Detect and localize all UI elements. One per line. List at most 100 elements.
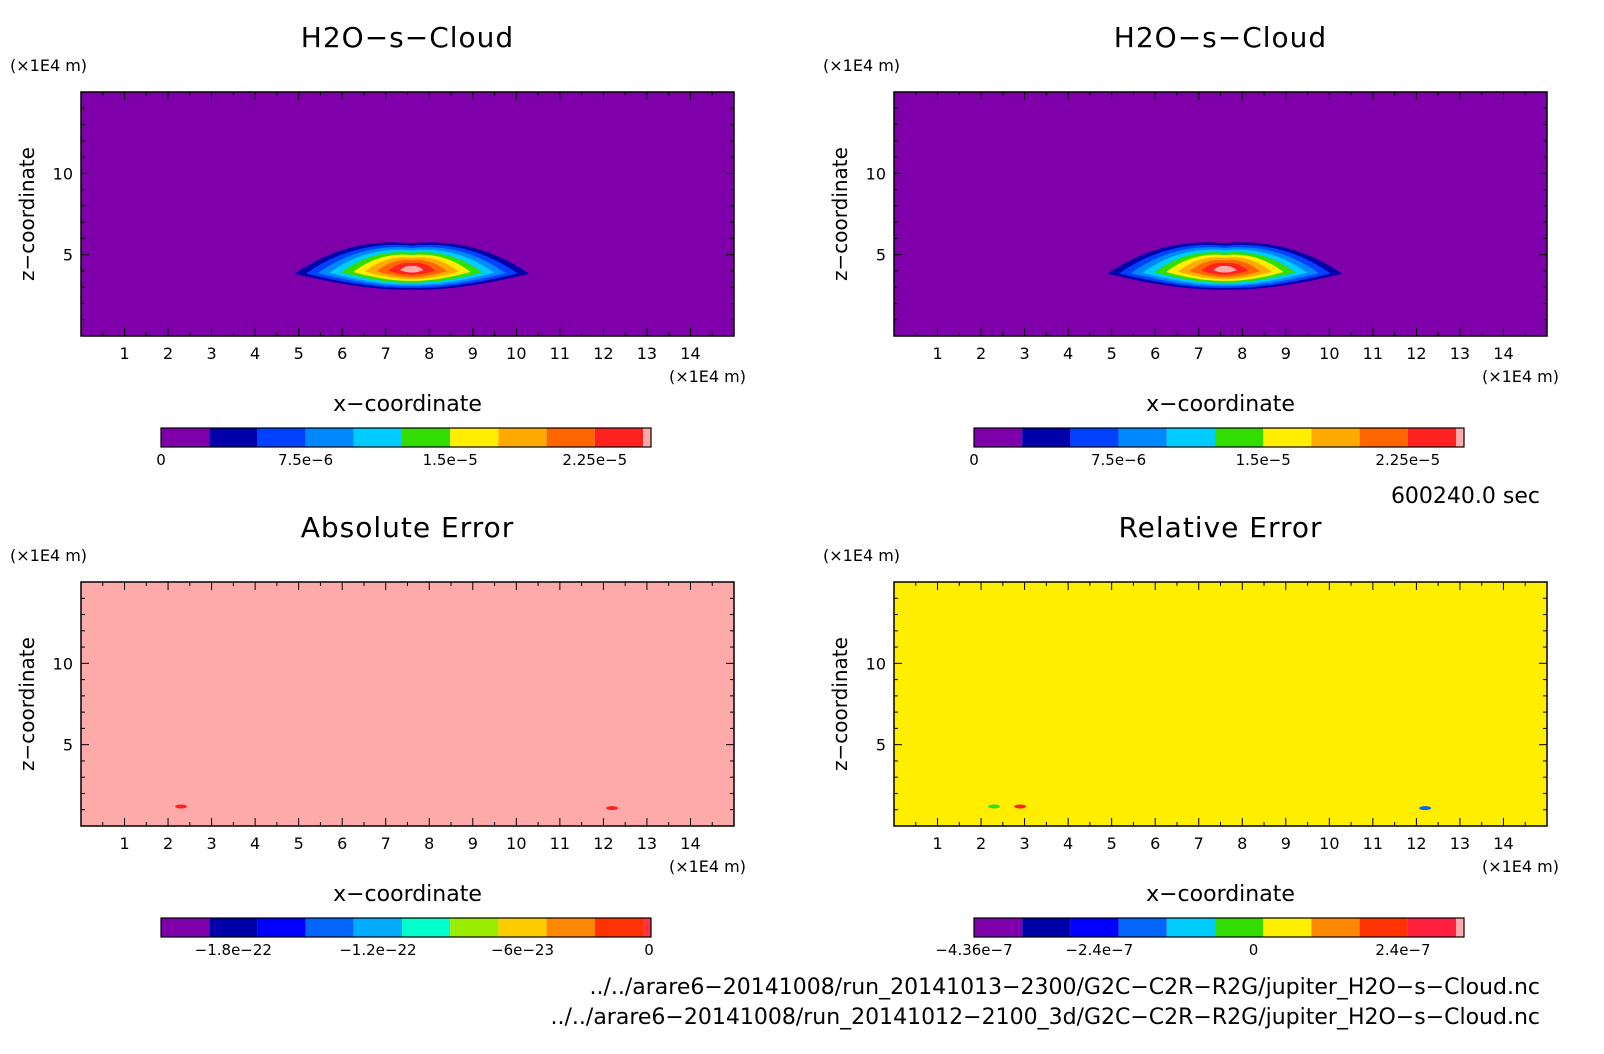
colorbar-tick-label: 2.25e−5 — [562, 451, 627, 469]
colorbar-tick-label: 1.5e−5 — [1236, 451, 1291, 469]
colorbar-swatch — [1263, 918, 1312, 937]
colorbar-tick-label: 1.5e−5 — [423, 451, 478, 469]
y-unit-label: (×1E4 m) — [823, 546, 900, 565]
x-unit-label: (×1E4 m) — [1482, 857, 1559, 876]
x-axis-label: x−coordinate — [1146, 882, 1295, 907]
x-tick-label: 10 — [1319, 344, 1339, 363]
x-tick-label: 14 — [680, 344, 700, 363]
colorbar-swatch — [594, 918, 643, 937]
x-tick-label: 3 — [1020, 344, 1030, 363]
plot-background — [894, 582, 1547, 826]
x-tick-label: 1 — [119, 344, 129, 363]
colorbar-swatch — [643, 918, 651, 937]
colorbar-frame — [160, 917, 652, 938]
colorbar-swatch — [498, 428, 547, 447]
colorbar-swatch — [974, 918, 1023, 937]
x-tick-label: 3 — [207, 834, 217, 853]
chart-title: Relative Error — [1118, 511, 1322, 544]
colorbar-tick-label: 2.4e−7 — [1375, 941, 1430, 959]
x-tick-label: 11 — [1363, 834, 1383, 853]
x-tick-label: 13 — [637, 834, 657, 853]
x-tick-label: 7 — [381, 344, 391, 363]
colorbar-swatch — [1359, 918, 1408, 937]
colorbar-frame — [160, 427, 652, 448]
x-tick-label: 8 — [424, 834, 434, 853]
plot-background — [894, 92, 1547, 336]
colorbar-swatch — [1022, 918, 1071, 937]
x-tick-label: 2 — [976, 834, 986, 853]
x-axis-label: x−coordinate — [333, 882, 482, 907]
x-tick-label: 14 — [680, 834, 700, 853]
colorbar-swatch — [305, 918, 354, 937]
y-unit-label: (×1E4 m) — [10, 56, 87, 75]
colorbar-swatch — [450, 428, 499, 447]
colorbar-swatch — [1456, 428, 1464, 447]
colorbar-tick-label: −1.2e−22 — [339, 941, 416, 959]
x-tick-label: 10 — [1319, 834, 1339, 853]
x-tick-label: 7 — [1194, 834, 1204, 853]
x-tick-label: 10 — [506, 344, 526, 363]
plot-background — [81, 582, 734, 826]
x-tick-label: 9 — [1281, 344, 1291, 363]
colorbar-swatch — [1166, 428, 1215, 447]
y-tick-label: 5 — [876, 736, 886, 755]
plot-background — [81, 92, 734, 336]
error-blip — [175, 804, 188, 809]
x-unit-label: (×1E4 m) — [669, 857, 746, 876]
error-blip — [1014, 804, 1027, 809]
y-axis-label: z−coordinate — [828, 147, 852, 281]
plot-features — [988, 804, 1432, 811]
colorbar-swatch — [643, 428, 651, 447]
colorbar-tick-label: 0 — [969, 451, 979, 469]
x-tick-label: 14 — [1493, 344, 1513, 363]
x-tick-label: 12 — [1406, 344, 1426, 363]
colorbar-swatch — [1263, 428, 1312, 447]
colorbar-tick-label: −4.36e−7 — [935, 941, 1012, 959]
colorbar-tick-label: 0 — [644, 941, 654, 959]
x-tick-label: 12 — [1406, 834, 1426, 853]
x-tick-label: 12 — [593, 834, 613, 853]
chart-title: H2O−s−Cloud — [301, 21, 514, 54]
colorbar-swatch — [1407, 918, 1456, 937]
y-tick-label: 5 — [876, 246, 886, 265]
x-tick-label: 6 — [337, 344, 347, 363]
panel-4: Relative Error(×1E4 m)1 2 3 4 5 6 7 8 9 10 11 12 13 1… — [823, 511, 1559, 959]
x-tick-label: 1 — [932, 834, 942, 853]
colorbar-swatch — [1215, 428, 1264, 447]
y-axis-label: z−coordinate — [828, 637, 852, 771]
x-tick-label: 5 — [294, 344, 304, 363]
colorbar-swatch — [257, 918, 306, 937]
x-tick-label: 11 — [1363, 344, 1383, 363]
x-tick-label: 2 — [163, 344, 173, 363]
colorbar-swatch — [1118, 428, 1167, 447]
colorbar-swatch — [1311, 428, 1360, 447]
colorbar-swatch — [402, 918, 451, 937]
x-tick-label: 14 — [1493, 834, 1513, 853]
x-tick-label: 8 — [1237, 344, 1247, 363]
x-tick-label: 13 — [1450, 344, 1470, 363]
x-axis-label: x−coordinate — [333, 392, 482, 417]
tick-marks — [81, 582, 734, 826]
colorbar-swatch — [1407, 428, 1456, 447]
x-tick-label: 2 — [976, 344, 986, 363]
x-tick-label: 9 — [468, 834, 478, 853]
colorbar-swatch — [1311, 918, 1360, 937]
file-path-2: ../../arare6−20141008/run_20141012−2100_… — [551, 1005, 1540, 1030]
colorbar-tick-label: 0 — [156, 451, 166, 469]
x-tick-label: 4 — [1063, 834, 1073, 853]
colorbar-swatch — [450, 918, 499, 937]
chart-title: Absolute Error — [301, 511, 515, 544]
error-blip — [988, 804, 1001, 809]
error-blip — [606, 806, 619, 811]
colorbar-tick-label: 7.5e−6 — [1091, 451, 1146, 469]
colorbar-swatch — [353, 918, 402, 937]
colorbar-tick-label: 2.25e−5 — [1375, 451, 1440, 469]
tick-marks — [894, 92, 1547, 336]
plot-features — [1107, 242, 1343, 290]
error-blip — [1419, 806, 1432, 811]
x-tick-label: 1 — [119, 834, 129, 853]
plot-features — [294, 242, 530, 290]
colorbar-tick-label: 7.5e−6 — [278, 451, 333, 469]
y-axis-label: z−coordinate — [15, 147, 39, 281]
